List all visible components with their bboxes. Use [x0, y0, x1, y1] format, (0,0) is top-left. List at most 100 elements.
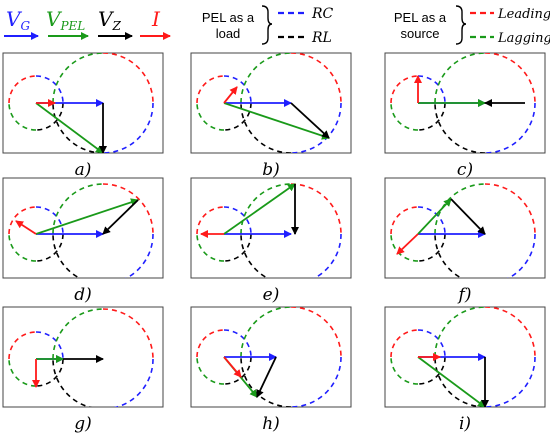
panel-f-label: f) [457, 285, 472, 305]
panel-i-small-circle-arc-bottom-left [390, 356, 419, 385]
panel-b-content [196, 53, 342, 153]
panel-e-small-circle-arc-top-right [223, 206, 252, 235]
legend-lagging-label: Lagging [497, 31, 550, 46]
panel-i-label: i) [459, 414, 471, 434]
panel-g: g) [2, 306, 164, 434]
panel-h-big-circle-arc-bottom-right [290, 356, 342, 407]
panel-a-small-circle-arc-bottom-left [8, 102, 37, 131]
panels-grid: a) b) c) d) e) f) g) h) i) [2, 52, 546, 434]
panel-f-small-circle-arc-top-left [390, 206, 419, 235]
legend-source-title-1: PEL as a [394, 10, 447, 25]
panel-a-big-circle-arc-top-right [102, 53, 154, 104]
panel-d-big-circle-arc-top-left [52, 183, 104, 235]
panel-h-label: h) [262, 414, 280, 434]
panel-d-small-circle-arc-bottom-right [35, 233, 64, 262]
panel-g-big-circle-arc-top-right [102, 308, 154, 360]
panel-b: b) [190, 52, 352, 180]
panel-h-big-circle-arc-top-left [240, 307, 292, 358]
panel-h-current-phasor [223, 356, 242, 378]
legend-vz: VZ [98, 7, 133, 40]
panel-i-small-circle-arc-top-right [417, 329, 446, 358]
panel-c: c) [384, 52, 546, 180]
panel-f-big-circle-arc-top-right [484, 183, 536, 235]
panel-e-vpel-phasor [223, 183, 296, 235]
legend-vg: VG [4, 7, 39, 40]
panel-c-small-circle-arc-bottom-left [390, 102, 419, 131]
panel-b-small-circle-arc-bottom-right [223, 102, 252, 131]
legend-vg-label: VG [6, 7, 30, 33]
panel-c-label: c) [457, 160, 473, 180]
panel-i-big-circle-arc-top-right [484, 307, 536, 358]
panel-b-big-circle-arc-top-right [290, 53, 342, 104]
panel-h-small-circle-arc-top-left [196, 329, 225, 358]
panel-b-vpel-phasor [223, 102, 330, 140]
panel-e-small-circle-arc-top-left [196, 206, 225, 235]
panel-c-content [390, 53, 536, 153]
panel-b-small-circle-arc-top-left [196, 75, 225, 104]
panel-a-content [8, 53, 154, 153]
legend-source-title-2: source [400, 26, 439, 41]
panel-g-small-circle-arc-bottom-right [35, 358, 64, 387]
panel-d-vpel-phasor [35, 198, 139, 235]
panel-g-frame [2, 306, 164, 408]
panel-a-small-circle-arc-bottom-right [35, 102, 64, 131]
panel-a-small-circle-arc-top-right [35, 75, 64, 104]
panel-g-big-circle-arc-bottom-right [113, 358, 154, 407]
panel-i-small-circle-arc-top-left [390, 329, 419, 358]
legend-vz-label: VZ [98, 7, 121, 33]
legend-rc-label: RC [311, 6, 334, 22]
panel-h-small-circle-arc-bottom-left [196, 356, 225, 385]
panel-e-frame [190, 177, 352, 279]
panel-g-small-circle-arc-bottom-left [8, 358, 37, 387]
panel-h: h) [190, 306, 352, 434]
panel-b-small-circle-arc-top-right [223, 75, 252, 104]
panel-h-small-circle-arc-bottom-right [223, 356, 252, 385]
panel-b-label: b) [262, 160, 280, 180]
panel-g-small-circle-arc-top-left [8, 331, 37, 360]
panel-e-small-circle-arc-bottom-right [223, 233, 252, 262]
panel-c-small-circle-arc-top-right [417, 75, 446, 104]
panel-a-label: a) [75, 160, 92, 180]
panel-i: i) [384, 306, 546, 434]
panel-d-label: d) [74, 285, 92, 305]
panel-f-big-circle-arc-bottom-left [434, 233, 464, 278]
legend-leading-label: Leading [497, 7, 550, 22]
panel-f-frame [384, 177, 546, 279]
panel-i-small-circle-arc-bottom-right [417, 356, 446, 385]
panel-b-big-circle-arc-bottom-left [240, 102, 292, 153]
panel-i-big-circle-arc-bottom-left [434, 356, 486, 407]
vector-legend: VG VPEL VZ I [4, 7, 171, 40]
panel-a-small-circle-arc-top-left [8, 75, 37, 104]
panel-d-frame [2, 177, 164, 279]
panel-f-current-phasor [396, 233, 419, 255]
panel-d-current-phasor [15, 220, 37, 235]
panel-b-current-phasor [223, 86, 238, 104]
panel-c-big-circle-arc-bottom-left [434, 102, 486, 153]
panel-c-small-circle-arc-bottom-right [417, 102, 446, 131]
panel-a: a) [2, 52, 164, 180]
legend-source-brace [455, 5, 467, 45]
panel-e: e) [190, 177, 352, 305]
panel-b-big-circle-arc-top-left [240, 53, 292, 104]
panel-c-big-circle-arc-top-left [434, 53, 486, 104]
panel-c-small-circle-arc-top-left [390, 75, 419, 104]
panel-g-big-circle-arc-top-left [52, 308, 104, 360]
panel-d-vz-phasor [102, 199, 139, 235]
legend-i: I [140, 7, 171, 40]
panel-e-label: e) [263, 285, 280, 305]
panel-h-vz-phasor [256, 356, 277, 398]
panel-h-small-circle-arc-top-right [223, 329, 252, 358]
panel-d-small-circle-arc-top-right [35, 206, 64, 235]
panel-a-vpel-phasor [35, 102, 104, 153]
legend-i-label: I [151, 7, 161, 31]
panel-f-content [390, 183, 536, 278]
legend-pel-source: PEL as a source Leading Lagging [394, 5, 550, 46]
panel-g-small-circle-arc-top-right [35, 331, 64, 360]
panel-f-vpel-phasor [417, 198, 452, 235]
panel-c-big-circle-arc-bottom-right [484, 102, 536, 153]
panel-f-small-circle-arc-bottom-right [417, 233, 446, 262]
panel-e-big-circle-arc-bottom-right [312, 233, 342, 278]
panel-i-big-circle-arc-bottom-right [484, 356, 536, 407]
legend-pel-load: PEL as a load RC RL [202, 5, 334, 46]
